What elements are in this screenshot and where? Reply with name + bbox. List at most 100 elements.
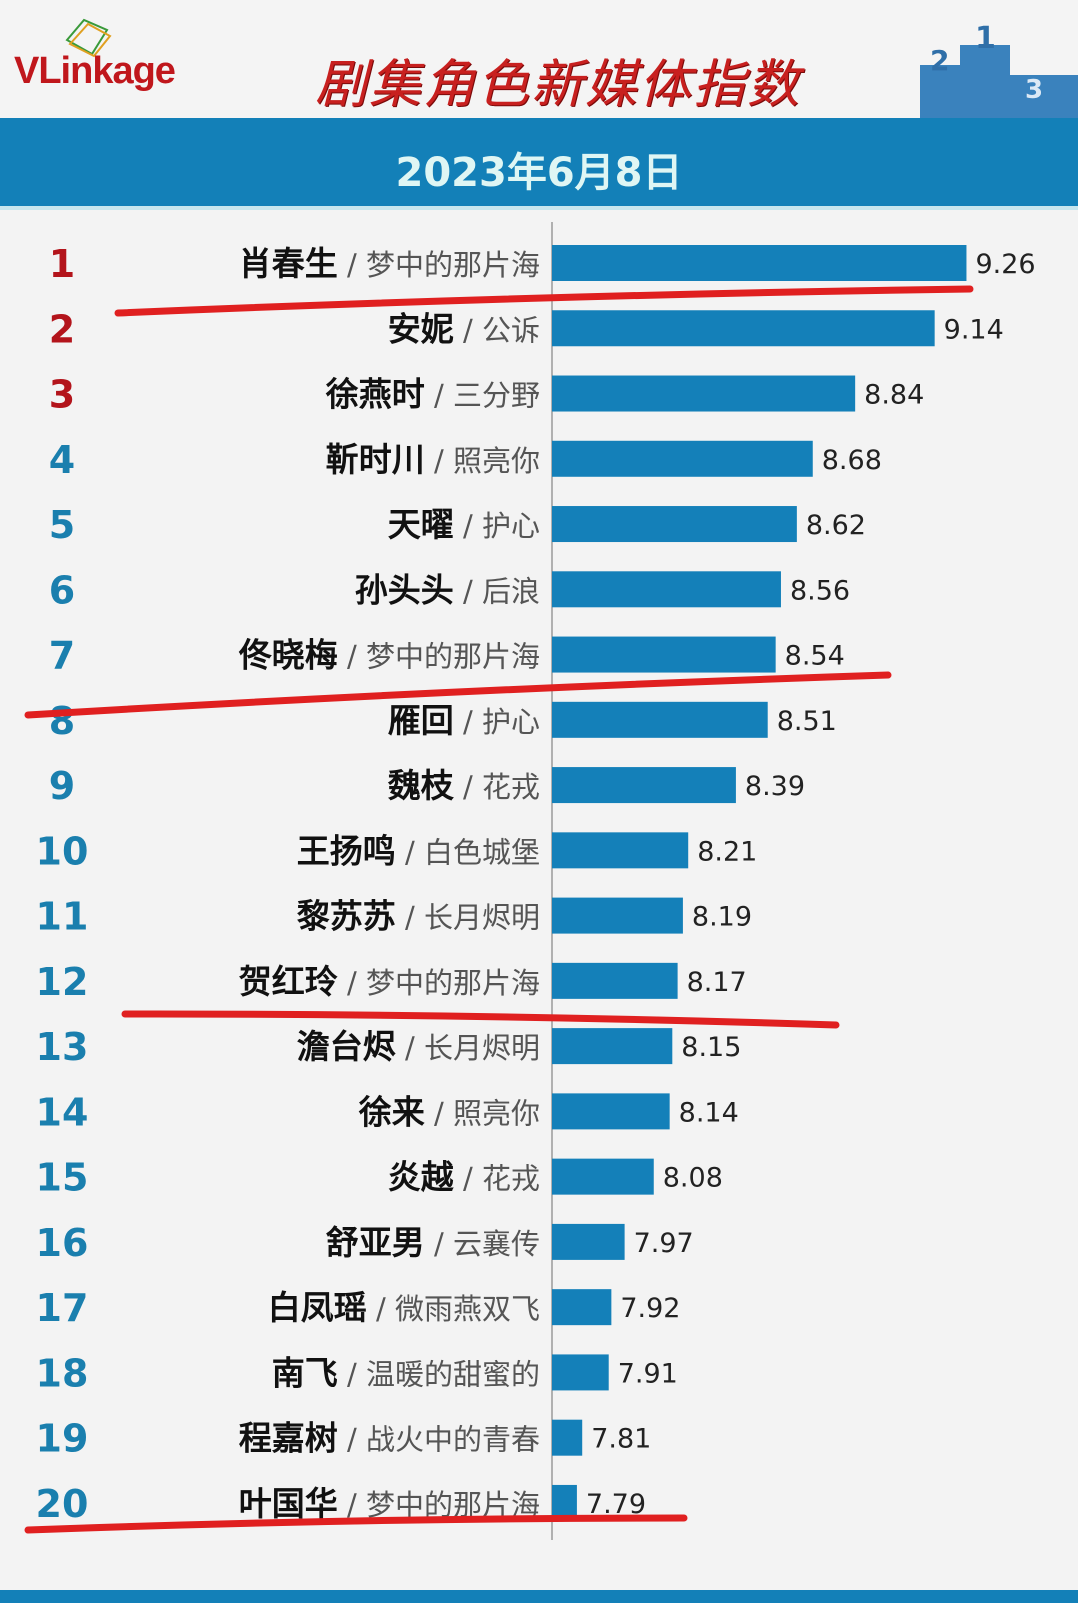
bar-row: 10 王扬鸣 / 白色城堡 8.21	[36, 829, 758, 873]
role-name: 佟晓梅	[238, 636, 338, 675]
rank-label: 3	[49, 373, 75, 417]
rank-label: 6	[49, 568, 75, 612]
category-label: 孙头头 / 后浪	[355, 570, 540, 609]
drama-name: 花戎	[482, 770, 540, 804]
separator: /	[425, 379, 453, 413]
separator: /	[396, 835, 424, 869]
category-label: 南飞 / 温暖的甜蜜的	[272, 1353, 540, 1392]
bar	[552, 506, 797, 543]
bar-row: 3 徐燕时 / 三分野 8.84	[49, 373, 925, 417]
bar-row: 5 天曜 / 护心 8.62	[49, 503, 866, 547]
bar	[552, 1028, 673, 1065]
value-label: 7.92	[620, 1293, 680, 1324]
value-label: 7.91	[618, 1358, 678, 1389]
category-label: 肖春生 / 梦中的那片海	[239, 244, 540, 283]
bar	[552, 571, 781, 608]
bar	[552, 375, 856, 412]
bar	[552, 1289, 612, 1326]
drama-name: 梦中的那片海	[366, 966, 540, 1000]
category-label: 白凤瑶 / 微雨燕双飞	[268, 1288, 540, 1327]
role-name: 王扬鸣	[297, 831, 396, 870]
role-name: 叶国华	[239, 1484, 338, 1523]
rank-label: 2	[49, 307, 75, 351]
role-name: 贺红玲	[239, 962, 338, 1001]
separator: /	[338, 966, 366, 1000]
separator: /	[454, 705, 482, 739]
bar-row: 17 白凤瑶 / 微雨燕双飞 7.92	[36, 1286, 681, 1330]
separator: /	[454, 509, 482, 543]
category-label: 贺红玲 / 梦中的那片海	[239, 962, 540, 1001]
separator: /	[338, 640, 366, 674]
bar	[552, 1354, 609, 1391]
category-label: 舒亚男 / 云襄传	[326, 1223, 540, 1262]
svg-text:1: 1	[975, 21, 996, 56]
role-name: 魏枝	[388, 766, 455, 805]
rank-label: 1	[49, 242, 75, 286]
category-label: 黎苏苏 / 长月烬明	[297, 897, 540, 936]
bar-row: 15 炎越 / 花戎 8.08	[36, 1156, 723, 1200]
bar-row: 2 安妮 / 公诉 9.14	[49, 307, 1004, 351]
role-name: 舒亚男	[326, 1223, 425, 1262]
header: VLinkage 剧集角色新媒体指数 2 1 3	[0, 0, 1078, 120]
drama-name: 长月烬明	[424, 901, 540, 935]
category-label: 徐来 / 照亮你	[358, 1092, 540, 1131]
role-name: 雁回	[388, 701, 454, 740]
value-label: 9.14	[944, 314, 1004, 345]
bar-row: 8 雁回 / 护心 8.51	[49, 699, 837, 743]
bar-row: 13 澹台烬 / 长月烬明 8.15	[36, 1025, 742, 1069]
drama-name: 云襄传	[453, 1227, 540, 1261]
drama-name: 照亮你	[453, 1096, 540, 1130]
separator: /	[338, 1488, 366, 1522]
bar-row: 14 徐来 / 照亮你 8.14	[36, 1090, 739, 1134]
rank-label: 11	[36, 895, 89, 939]
bar-row: 6 孙头头 / 后浪 8.56	[49, 568, 850, 612]
value-label: 8.51	[777, 706, 837, 737]
rank-label: 7	[49, 634, 75, 678]
bar	[552, 1093, 670, 1130]
role-name: 黎苏苏	[297, 897, 396, 936]
role-name: 安妮	[388, 309, 454, 348]
role-name: 肖春生	[239, 244, 338, 283]
band-divider	[0, 206, 1078, 210]
drama-name: 照亮你	[453, 444, 540, 478]
bar-row: 9 魏枝 / 花戎 8.39	[49, 764, 805, 808]
separator: /	[454, 1162, 482, 1196]
value-label: 7.97	[634, 1228, 694, 1259]
bar-row: 7 佟晓梅 / 梦中的那片海 8.54	[49, 634, 845, 678]
value-label: 8.17	[687, 967, 747, 998]
role-name: 靳时川	[326, 440, 425, 479]
value-label: 8.56	[790, 575, 850, 606]
separator: /	[396, 901, 424, 935]
value-label: 7.81	[591, 1424, 651, 1455]
value-label: 8.68	[822, 445, 882, 476]
bar-row: 16 舒亚男 / 云襄传 7.97	[36, 1221, 694, 1265]
rank-label: 10	[36, 829, 89, 873]
separator: /	[425, 1096, 453, 1130]
value-label: 8.08	[663, 1163, 723, 1194]
role-name: 白凤瑶	[268, 1288, 367, 1327]
separator: /	[338, 1423, 366, 1457]
bar	[552, 1419, 583, 1456]
value-label: 8.21	[697, 836, 757, 867]
category-label: 雁回 / 护心	[388, 701, 540, 740]
category-label: 程嘉树 / 战火中的青春	[239, 1419, 540, 1458]
bar	[552, 832, 689, 869]
podium-icon: 2 1 3	[920, 21, 1078, 120]
drama-name: 梦中的那片海	[366, 248, 540, 282]
drama-name: 护心	[482, 509, 540, 543]
category-label: 靳时川 / 照亮你	[326, 440, 540, 479]
value-label: 9.26	[975, 249, 1035, 280]
separator: /	[396, 1031, 424, 1065]
rank-label: 14	[36, 1090, 89, 1134]
rank-label: 15	[36, 1156, 89, 1200]
separator: /	[454, 574, 482, 608]
rank-label: 12	[36, 960, 89, 1004]
category-label: 天曜 / 护心	[388, 505, 540, 544]
category-label: 王扬鸣 / 白色城堡	[297, 831, 540, 870]
value-label: 8.84	[864, 380, 924, 411]
logo-text: VLinkage	[14, 50, 176, 92]
drama-name: 长月烬明	[424, 1031, 540, 1065]
red-underline-annotation	[24, 1514, 688, 1534]
bar	[552, 1223, 625, 1260]
rank-label: 9	[49, 764, 75, 808]
